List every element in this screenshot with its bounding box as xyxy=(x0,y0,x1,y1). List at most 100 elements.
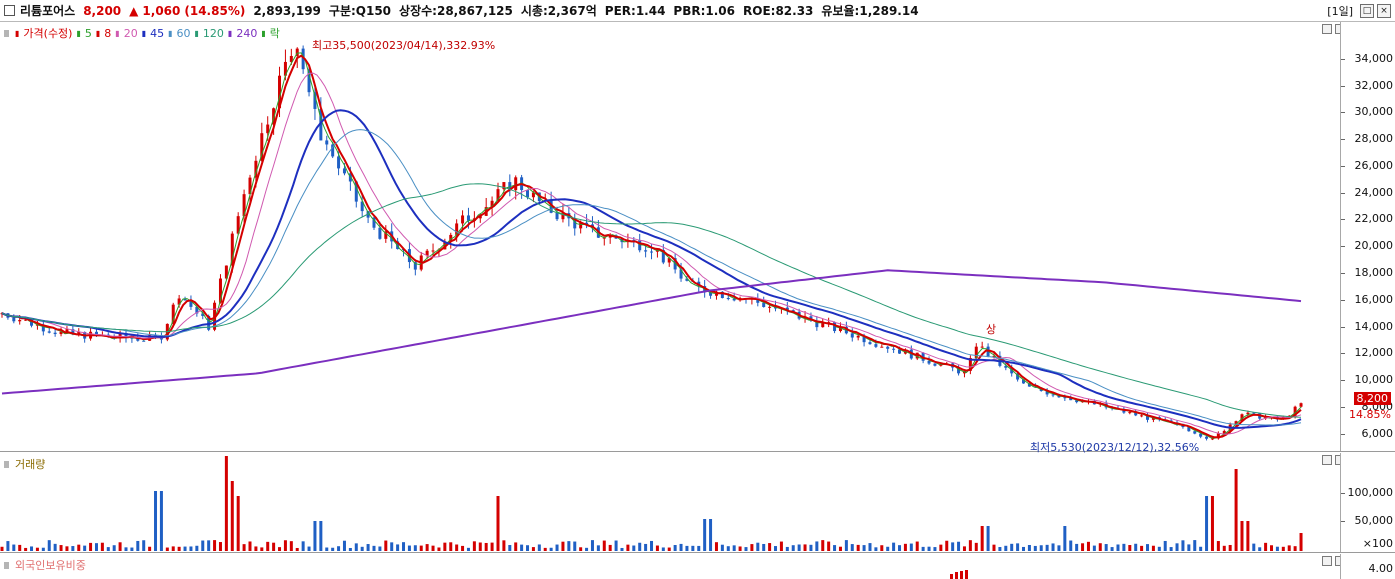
volume-bar xyxy=(614,540,618,551)
volume-bar xyxy=(1281,546,1285,551)
volume-bar xyxy=(939,544,943,551)
volume-bar xyxy=(348,547,352,551)
price-tick-label: 12,000 xyxy=(1354,346,1394,360)
volume-bar xyxy=(927,546,931,551)
candle-body xyxy=(230,233,234,266)
legend-handle-icon[interactable] xyxy=(4,460,9,468)
volume-bar xyxy=(856,544,860,551)
volume-bar xyxy=(77,544,81,551)
volume-legend: 거래량 xyxy=(4,456,45,472)
candle-body xyxy=(720,291,724,299)
foreign-ownership-panel[interactable]: 외국인보유비중 4.00 xyxy=(0,554,1395,579)
volume-bar xyxy=(709,519,713,551)
period-selector[interactable]: [1일] xyxy=(1327,5,1353,18)
candle-body xyxy=(236,216,240,234)
legend-item[interactable]: 락 xyxy=(269,27,280,40)
volume-bar xyxy=(537,544,541,551)
price-chart[interactable] xyxy=(0,22,1340,452)
volume-bar xyxy=(1252,543,1256,551)
volume-panel[interactable]: 거래량 100,000 50,000 ×100 xyxy=(0,453,1395,553)
volume-bar xyxy=(1210,496,1214,551)
volume-bar xyxy=(47,540,51,551)
volume-bar xyxy=(337,546,341,551)
candle-body xyxy=(868,342,872,345)
volume-bar xyxy=(313,521,317,551)
volume-bar xyxy=(1075,543,1079,551)
panel-maximize-icon[interactable] xyxy=(1322,24,1332,34)
candle-body xyxy=(254,160,258,178)
volume-bar xyxy=(797,544,801,551)
select-checkbox[interactable] xyxy=(4,5,15,16)
axis-tick-mark xyxy=(1341,353,1345,355)
volume-bar xyxy=(1181,540,1185,551)
candle-body xyxy=(342,168,346,174)
candle-body xyxy=(526,190,530,198)
candle-body xyxy=(47,331,51,333)
price-y-axis: 34,000 32,000 30,000 28,000 26,000 24,000 22,0… xyxy=(1340,22,1395,451)
volume-bar xyxy=(549,547,553,551)
volume-bar xyxy=(413,545,417,551)
current-pct-tag: 14.85% xyxy=(1349,408,1391,421)
volume-bar xyxy=(980,526,984,551)
legend-item[interactable]: 240 xyxy=(236,26,258,40)
volume-bar xyxy=(915,541,919,551)
volume-bar xyxy=(957,541,961,551)
maximize-button[interactable]: □ xyxy=(1360,4,1374,18)
candle-body xyxy=(880,346,884,348)
volume-bar xyxy=(880,545,884,551)
volume-bar xyxy=(1022,546,1026,551)
candle-body xyxy=(171,304,175,324)
candle-body xyxy=(118,333,122,338)
candle-body xyxy=(461,215,465,224)
volume-bar xyxy=(1134,543,1138,551)
candle-body xyxy=(726,298,730,300)
volume-bar xyxy=(1098,543,1102,551)
volume-bar xyxy=(1039,545,1043,551)
legend-item[interactable]: 60 xyxy=(176,26,191,40)
volume-bar xyxy=(1169,547,1173,551)
legend-item[interactable]: 8 xyxy=(104,26,112,40)
legend-handle-icon[interactable] xyxy=(4,29,9,37)
candle-body xyxy=(632,239,636,241)
candle-body xyxy=(1063,397,1067,399)
volume-bar xyxy=(667,547,671,551)
close-button[interactable]: × xyxy=(1377,4,1391,18)
candle-body xyxy=(638,239,642,251)
legend-item[interactable]: 20 xyxy=(123,26,138,40)
candle-body xyxy=(508,182,512,191)
volume-bar xyxy=(189,546,193,551)
volume-bar xyxy=(396,544,400,551)
volume-bar xyxy=(242,544,246,551)
panel-maximize-icon[interactable] xyxy=(1322,556,1332,566)
legend-item[interactable]: 5 xyxy=(84,26,92,40)
candle-body xyxy=(974,346,978,359)
volume-bar xyxy=(803,544,807,551)
legend-item[interactable]: 가격(수정) xyxy=(23,27,73,40)
volume-bar xyxy=(626,544,630,551)
candle-body xyxy=(71,329,75,334)
candle-body xyxy=(313,92,317,109)
volume-bar xyxy=(218,542,222,551)
volume-bar xyxy=(1275,546,1279,551)
volume-bar xyxy=(868,543,872,551)
volume-bar xyxy=(644,543,648,551)
candle-body xyxy=(1022,379,1026,384)
candle-body xyxy=(65,329,69,332)
candle-body xyxy=(59,331,63,335)
volume-bar xyxy=(962,546,966,551)
foreign-tick-label: 4.00 xyxy=(1368,562,1394,575)
volume-bar xyxy=(112,545,116,551)
volume-bar xyxy=(1157,546,1161,551)
candle-body xyxy=(502,182,506,190)
legend-item[interactable]: 120 xyxy=(202,26,224,40)
volume-bar xyxy=(561,541,565,551)
candle-body xyxy=(833,322,837,332)
price-panel[interactable]: ▮ 가격(수정) ▮ 5 ▮ 8 ▮ 20 ▮ 45 ▮ 60 ▮ 120 ▮ 240 ▮ 락 최고35,500(… xyxy=(0,22,1395,454)
foreign-y-axis: 4.00 xyxy=(1340,554,1395,579)
legend-handle-icon[interactable] xyxy=(4,561,9,569)
candle-body xyxy=(449,234,453,242)
volume-chart[interactable] xyxy=(0,453,1340,553)
panel-maximize-icon[interactable] xyxy=(1322,455,1332,465)
volume-bar xyxy=(213,540,217,551)
legend-item[interactable]: 45 xyxy=(150,26,165,40)
